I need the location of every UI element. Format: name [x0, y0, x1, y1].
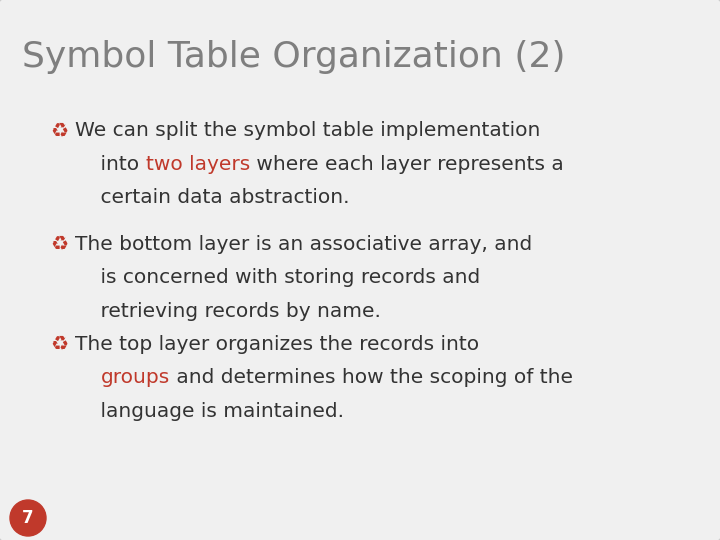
Text: into: into — [75, 155, 145, 174]
Circle shape — [10, 500, 46, 536]
Text: Symbol Table Organization (2): Symbol Table Organization (2) — [22, 40, 565, 74]
Text: ♻: ♻ — [50, 122, 68, 140]
Text: is concerned with storing records and: is concerned with storing records and — [75, 268, 480, 287]
Text: The bottom layer is an associative array, and: The bottom layer is an associative array… — [75, 235, 532, 254]
Text: 7: 7 — [22, 509, 34, 527]
Text: ♻: ♻ — [50, 235, 68, 254]
Text: retrieving records by name.: retrieving records by name. — [75, 302, 381, 321]
Text: We can split the symbol table implementation: We can split the symbol table implementa… — [75, 122, 541, 140]
Text: certain data abstraction.: certain data abstraction. — [75, 188, 349, 207]
Text: where each layer represents a: where each layer represents a — [250, 155, 564, 174]
Text: language is maintained.: language is maintained. — [75, 402, 344, 421]
Text: and determines how the scoping of the: and determines how the scoping of the — [170, 368, 572, 387]
Text: ♻: ♻ — [50, 335, 68, 354]
Text: two layers: two layers — [145, 155, 250, 174]
Text: groups: groups — [101, 368, 170, 387]
Text: The top layer organizes the records into: The top layer organizes the records into — [75, 335, 479, 354]
